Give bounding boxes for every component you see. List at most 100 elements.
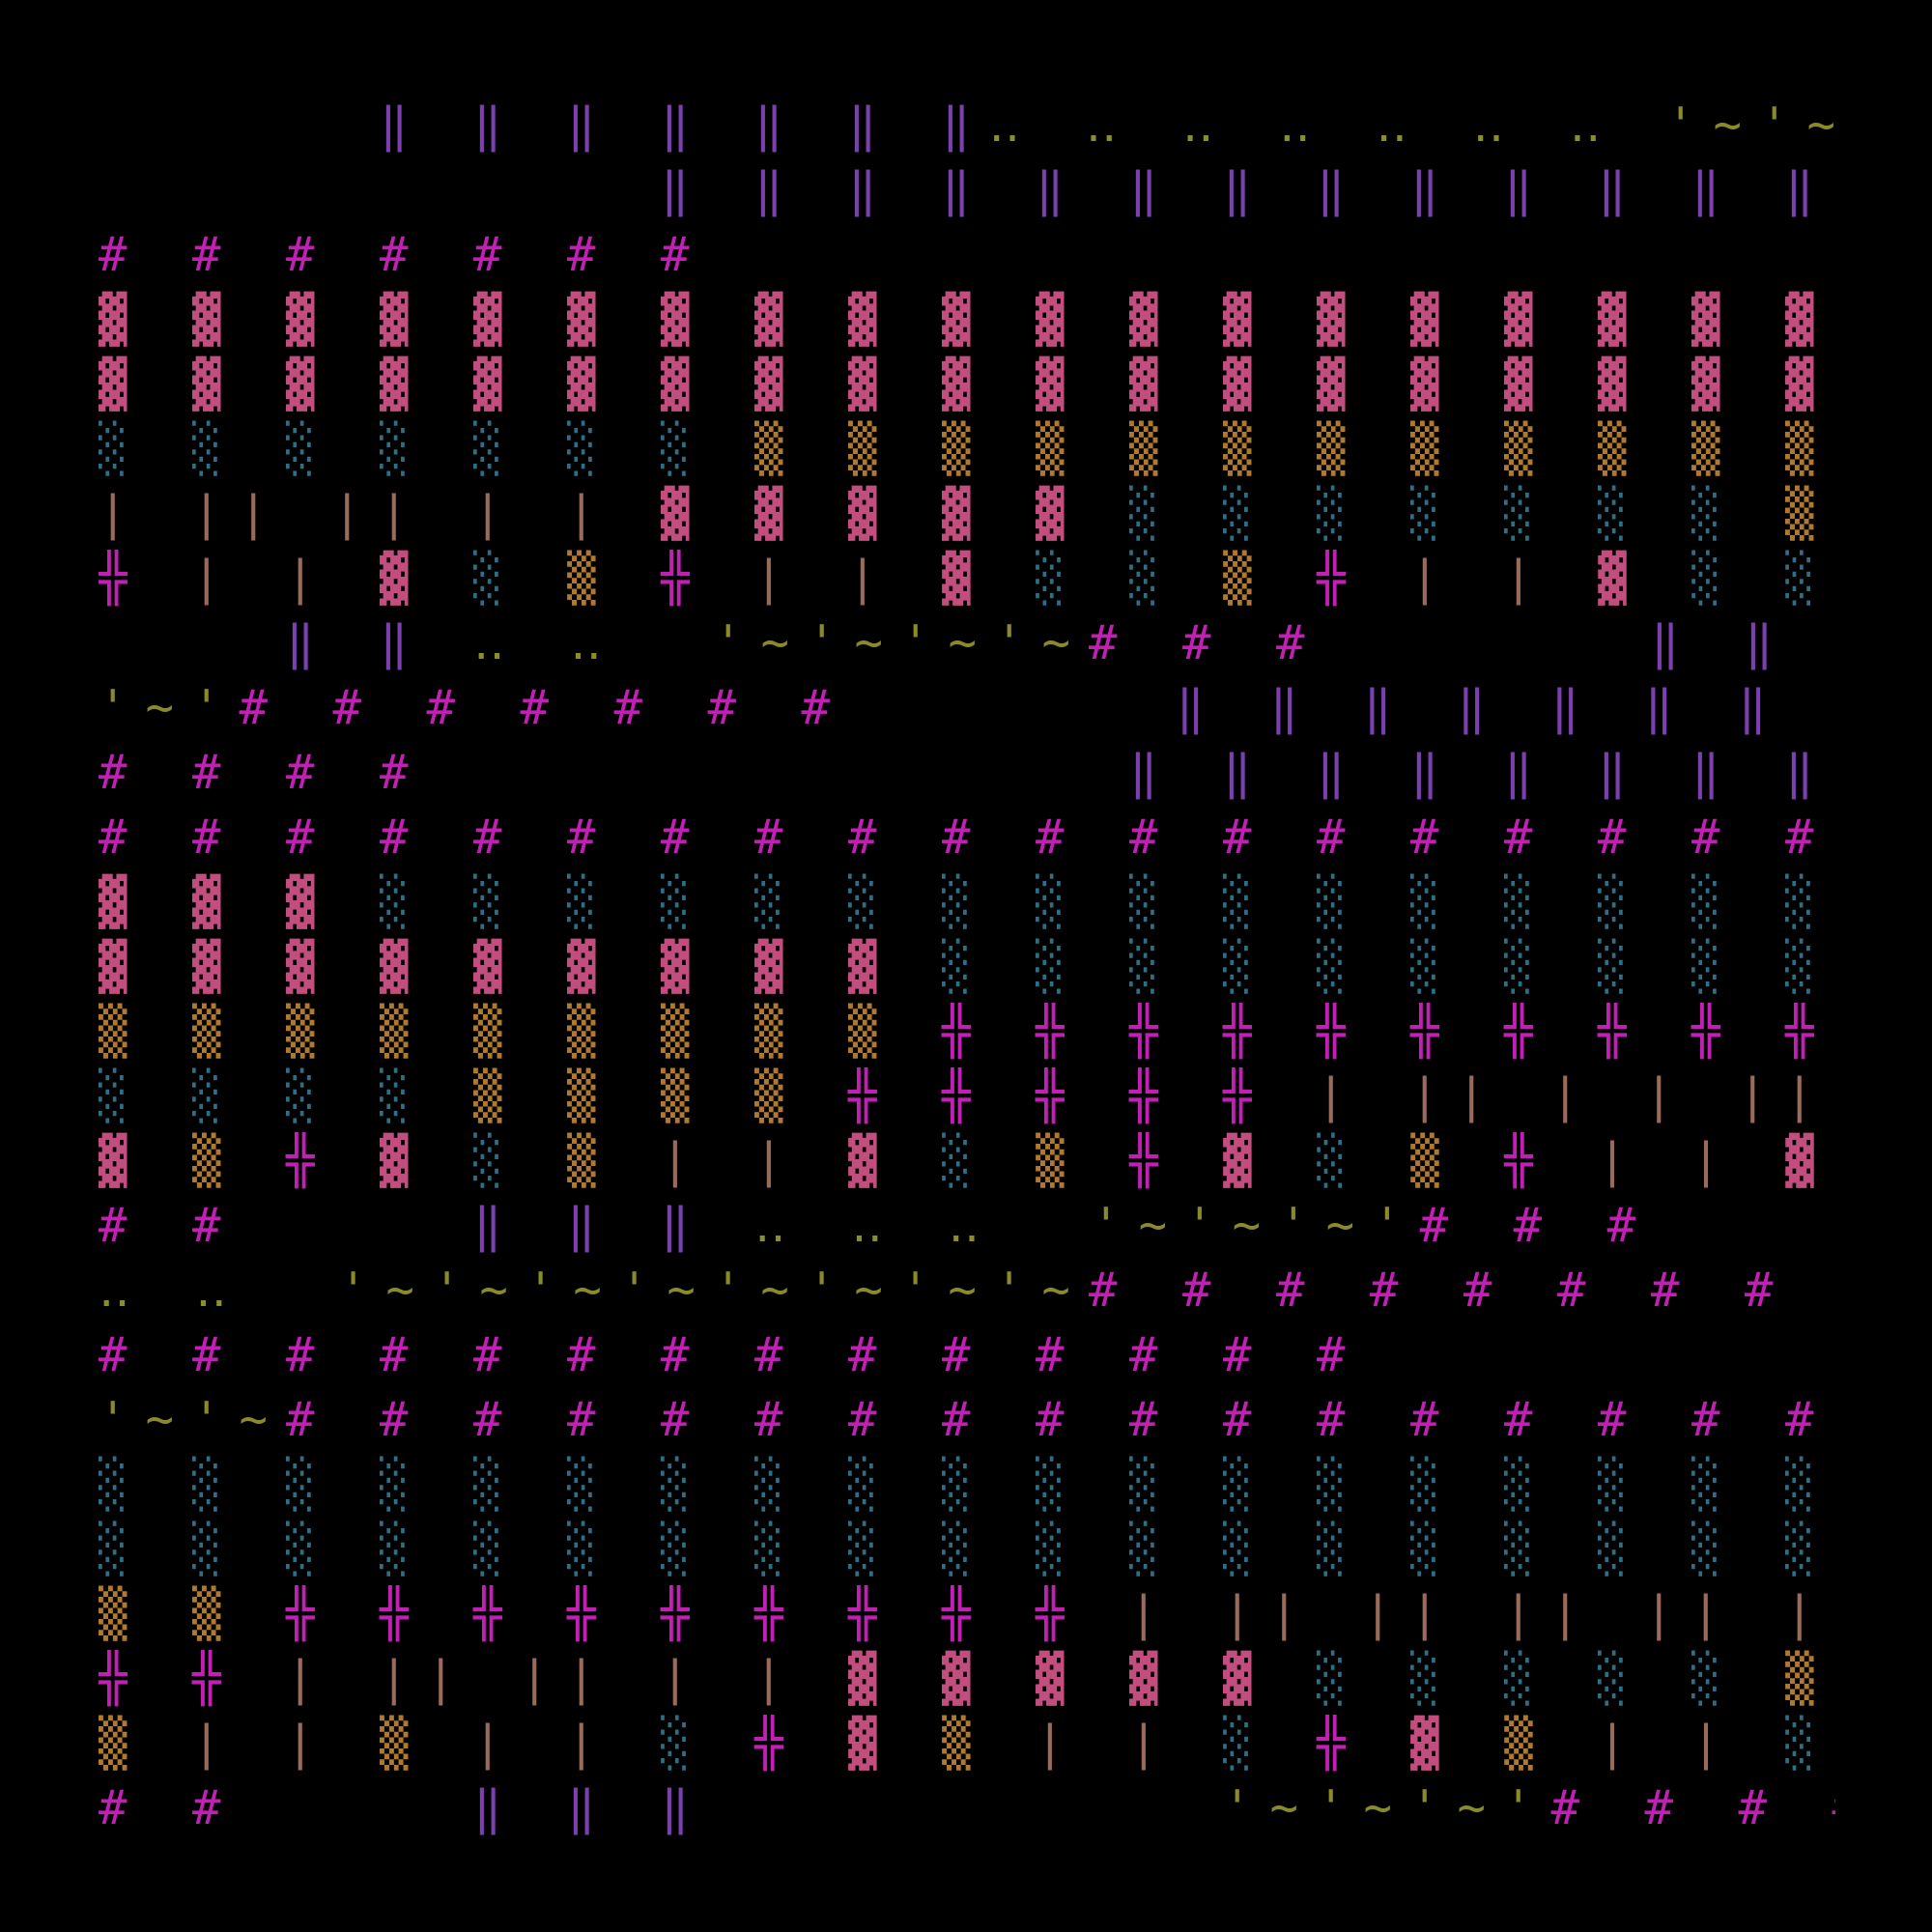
glyph-run-orange-dots: ▒ ▒ ▒ ▒ ▒ xyxy=(1785,1651,1833,1706)
glyph-run-blue-dots: ░ ░ ░ ░ xyxy=(99,1068,474,1123)
glyph-row: ▒ ▒ ╬ ╬ ╬ ╬ ╬ ╬ ╬ ╬ ╬ | || || || || | ||… xyxy=(99,1581,1835,1646)
glyph-run-pink-block: ▓ ▓ ▓ xyxy=(99,874,381,929)
glyph-run-wave: '~'~'~' xyxy=(707,1780,1551,1835)
glyph-run-thin-bars: | | xyxy=(1410,551,1599,606)
glyph-row: | || || | | ▓ ▓ ▓ ▓ ▓ ░ ░ ░ ░ ░ ░ ░ ▒ ▒ … xyxy=(99,481,1835,546)
glyph-run-cross: ╬ xyxy=(1317,1716,1411,1771)
glyph-run-orange-dots: ▒ xyxy=(380,1716,474,1771)
glyph-row: ▒ ▒ ▒ ▒ ▒ ▒ ▒ ▒ ▒ ╬ ╬ ╬ ╬ ╬ ╬ ╬ ╬ ╬ ╬ ╬ … xyxy=(99,999,1835,1064)
glyph-run-cross: ╬ ╬ ╬ ╬ ╬ ╬ ╬ ╬ ╬ ╬ ╬ ╬ xyxy=(942,1004,1833,1059)
glyph-row: ▒ | | ▒ | | ░ ╬ ▓ ▒ | | ░ ╬ ▓ ▒ | | ░ ▒ … xyxy=(99,1711,1835,1776)
glyph-row: # # # # # # # # # # # # # # ‖ ‖ ‖ ‖ xyxy=(99,1322,1835,1387)
glyph-run-hash: # # # # # # # # # # # # # # # # # # # # … xyxy=(286,1392,1833,1447)
glyph-run-cross: ╬ ╬ ╬ ╬ ╬ xyxy=(848,1068,1318,1123)
glyph-run-hash: # # # # # # # xyxy=(239,680,849,735)
glyph-run-thin-bars: | | xyxy=(473,1716,662,1771)
glyph-run-thin-bars: | | xyxy=(1598,1716,1786,1771)
glyph-row: ‖ ‖ ‥ ‥ '~'~'~'~# # # ‖ ‖ ‖ ‥ ‥ ‥ '~'~'~… xyxy=(99,611,1835,675)
glyph-run-blue-dots: ░ xyxy=(1223,1716,1318,1771)
glyph-run-blue-dots: ░ ░ ░ ░ ░ ░ ░ ░ ░ ░ ░ ░ ░ ░ ░ ░ ░ ░ ░ ░ … xyxy=(380,874,1833,929)
glyph-row: # # ‖ ‖ ‖ '~'~'~'# # # # ‖ ‖ ‖ ‖ '~'~'~'… xyxy=(99,1776,1835,1835)
glyph-run-orange-dots: ▒ xyxy=(567,551,662,606)
glyph-run-hash: # # # # # # # # # # # # # # xyxy=(99,1327,1364,1382)
glyph-run-cross: ╬ xyxy=(1317,551,1411,606)
glyph-run-thin-bars: | | xyxy=(1598,1133,1786,1188)
glyph-row: ░ ░ ░ ░ ░ ░ ░ ░ ░ ░ ░ ░ ░ ░ ░ ░ ░ ░ ░ ░ … xyxy=(99,1517,1835,1581)
glyph-row: # # # # # # # # # # # # # # # # # # # # … xyxy=(99,805,1835,869)
glyph-row: ‥ ‥ '~'~'~'~'~'~'~'~# # # # # # # # ‖ ‖ … xyxy=(99,1258,1835,1322)
glyph-run-hash: # # xyxy=(99,1198,240,1253)
glyph-run-hash: # # # xyxy=(1419,1198,1655,1253)
glyph-run-dots: ‥ ‥ xyxy=(473,615,668,670)
glyph-run-hash: # # # # xyxy=(99,745,427,800)
glyph-run-bars: ‖ ‖ ‖ xyxy=(1654,1198,1835,1253)
glyph-run-cross: ╬ ╬ xyxy=(99,1651,287,1706)
glyph-run-orange-dots: ▒ xyxy=(567,1133,662,1188)
glyph-run-bars: ‖ ‖ ‖ ‖ ‖ ‖ ‖ ‖ xyxy=(848,680,1835,735)
glyph-run-pink-block: ▓ xyxy=(848,1716,943,1771)
glyph-run-blue-dots: ░ xyxy=(661,1716,755,1771)
glyph-row: ░ ░ ░ ░ ▒ ▒ ▒ ▒ ╬ ╬ ╬ ╬ ╬ | || | | || ||… xyxy=(99,1064,1835,1128)
glyph-run-pink-block: ▓ xyxy=(99,1133,193,1188)
glyph-run-bars: ‖ ‖ ‖ ‖ ‖ ‖ ‖ xyxy=(99,98,989,153)
glyph-row: ░ ░ ░ ░ ░ ░ ░ ░ ░ ░ ░ ░ ░ ░ ░ ░ ░ ░ ░ ░ … xyxy=(99,1452,1835,1517)
glyph-run-pink-block: ▓ xyxy=(380,551,474,606)
glyph-row: ╬ | | ▓ ░ ▒ ╬ | | ▓ ░ ░ ▒ ╬ | | ▓ ░ ░ ▒ … xyxy=(99,546,1835,611)
glyph-run-hash: # # # # # # # # # # # # # # # # # # # # … xyxy=(99,810,1833,865)
glyph-row: ▓ ▓ ▓ ▓ ▓ ▓ ▓ ▓ ▓ ▓ ▓ ▓ ▓ ▓ ▓ ▓ ▓ ▓ ▓ ▓ … xyxy=(99,352,1835,416)
glyph-row: '~'# # # # # # # ‖ ‖ ‖ ‖ ‖ ‖ ‖ ‖ ‥ ‥ ‥ ‥… xyxy=(99,675,1835,740)
glyph-run-cross: ╬ ╬ ╬ ╬ ╬ ╬ ╬ ╬ ╬ xyxy=(286,1586,1130,1641)
glyph-run-pink-block: ▓ xyxy=(848,1133,943,1188)
glyph-row: # # # # # # # xyxy=(99,222,1835,287)
glyph-run-bars: ‖ ‖ ‖ xyxy=(1650,615,1792,670)
glyph-run-pink-block: ▓ ▓ ▓ ▓ ▓ ▓ ▓ ▓ ▓ ▓ ▓ ▓ ▓ ▓ ▓ ▓ ▓ ▓ ▓ ▓ … xyxy=(99,292,1833,347)
glyph-run-wave: '~' xyxy=(99,680,240,735)
glyph-run-blue-dots: ░ xyxy=(1785,1716,1833,1771)
glyph-grid: ‖ ‖ ‖ ‖ ‖ ‖ ‖‥ ‥ ‥ ‥ ‥ ‥ ‥ '~'~'~'~'~'~'… xyxy=(99,93,1835,1835)
glyph-run-cross: ╬ xyxy=(754,1716,849,1771)
glyph-row: ▓ ▓ ▓ ▓ ▓ ▓ ▓ ▓ ▓ ▓ ▓ ▓ ▓ ▓ ▓ ▓ ▓ ▓ ▓ ▓ … xyxy=(99,287,1835,352)
glyph-run-thin-bars: | | xyxy=(1036,1716,1224,1771)
glyph-run-pink-block: ▓ xyxy=(942,551,1037,606)
glyph-row: ╬ ╬ | || || | | ▓ ▓ ▓ ▓ ▓ ░ ░ ░ ░ ░ ▒ ▒ … xyxy=(99,1646,1835,1711)
glyph-run-orange-dots: ▒ ▒ ▒ ▒ xyxy=(473,1068,849,1123)
glyph-run-cross: ╬ xyxy=(661,551,755,606)
glyph-run-blue-dots: ░ ░ ░ ░ ░ ░ ░ ░ ░ ░ ░ ░ ░ ░ ░ ░ ░ ░ ░ ░ … xyxy=(942,939,1833,994)
glyph-run-blue-dots: ░ ░ ░ ░ ░ ░ ░ xyxy=(1129,486,1786,541)
glyph-run-cross: ╬ xyxy=(99,551,193,606)
glyph-run-blue-dots: ░ ░ xyxy=(1691,551,1833,606)
glyph-run-orange-dots: ▒ xyxy=(1036,1133,1130,1188)
glyph-run-blue-dots: ░ xyxy=(942,1133,1037,1188)
glyph-run-bars: ‖ ‖ ‖ xyxy=(239,1198,755,1253)
glyph-run-thin-bars: | || || | | xyxy=(99,486,662,541)
glyph-row: ▓ ▓ ▓ ░ ░ ░ ░ ░ ░ ░ ░ ░ ░ ░ ░ ░ ░ ░ ░ ░ … xyxy=(99,869,1835,934)
glyph-run-bars: ‖ ‖ ‖ ‖ ‖ ‖ ‖ ‖ ‖ ‖ ‖ ‖ ‖ ‖ ‖ ‖ xyxy=(661,162,1833,217)
glyph-run-blue-dots: ░ ░ ░ ░ ░ ░ ░ ░ ░ ░ ░ ░ ░ ░ ░ ░ ░ ░ ░ ░ xyxy=(99,1521,1835,1577)
glyph-row: ░ ░ ░ ░ ░ ░ ░ ▒ ▒ ▒ ▒ ▒ ▒ ▒ ▒ ▒ ▒ ▒ ▒ ╬ … xyxy=(99,416,1835,481)
glyph-run-orange-dots: ▒ ▒ ▒ ▒ ▒ ▒ xyxy=(1785,486,1833,541)
glyph-run-blue-dots: ░ ░ ░ ░ ░ xyxy=(1317,1651,1786,1706)
glyph-run-thin-bars: | | xyxy=(192,551,381,606)
glyph-run-hash: # # # # # # # # xyxy=(1088,1263,1792,1318)
glyph-run-wave: '~'~ xyxy=(99,1392,287,1447)
glyph-run-orange-dots: ▒ xyxy=(99,1716,193,1771)
glyph-run-orange-dots: ▒ xyxy=(1223,551,1318,606)
glyph-run-hash: # # # # # # # xyxy=(99,227,708,282)
glyph-run-hash: # # # # xyxy=(1550,1780,1835,1835)
glyph-run-dots: ‥ ‥ ‥ ‥ ‥ ‥ ‥ xyxy=(988,98,1620,153)
glyph-run-cross: ╬ xyxy=(1129,1133,1224,1188)
glyph-row: ‖ ‖ ‖ ‖ ‖ ‖ ‖‥ ‥ ‥ ‥ ‥ ‥ ‥ '~'~'~'~'~'~'… xyxy=(99,93,1835,157)
glyph-run-wave: '~'~'~'~ xyxy=(667,615,1089,670)
glyph-run-blue-dots: ░ xyxy=(473,551,568,606)
glyph-run-thin-bars: | || || || || | || || || || || | | xyxy=(1129,1586,1833,1641)
glyph-run-cross: ╬ xyxy=(1504,1133,1599,1188)
glyph-row: ▓ ▓ ▓ ▓ ▓ ▓ ▓ ▓ ▓ ░ ░ ░ ░ ░ ░ ░ ░ ░ ░ ░ … xyxy=(99,934,1835,999)
glyph-run-pink-block: ▓ ▓ ▓ ▓ ▓ xyxy=(661,486,1130,541)
glyph-run-blue-dots: ░ ░ xyxy=(1036,551,1224,606)
glyph-run-orange-dots: ▒ xyxy=(192,1133,287,1188)
glyph-run-pink-block: ▓ xyxy=(1785,1133,1833,1188)
glyph-row: # # # # ‖ ‖ ‖ ‖ ‖ ‖ ‖ ‖ ‖ ‖ ‖ ‖ ‖ ‖ ‖ ‖ xyxy=(99,740,1835,805)
glyph-run-pink-block: ▓ xyxy=(1598,551,1692,606)
ascii-art-canvas: ‖ ‖ ‖ ‖ ‖ ‖ ‖‥ ‥ ‥ ‥ ‥ ‥ ‥ '~'~'~'~'~'~'… xyxy=(99,93,1835,1835)
glyph-run-bars: ‖ ‖ ‖ ‖ ‖ ‖ ‖ ‖ ‖ xyxy=(1791,1263,1835,1318)
